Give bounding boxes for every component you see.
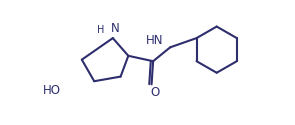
Text: HN: HN	[146, 34, 163, 47]
Text: O: O	[151, 86, 160, 98]
Text: H: H	[97, 25, 104, 35]
Text: N: N	[111, 22, 120, 35]
Text: HO: HO	[43, 84, 61, 97]
